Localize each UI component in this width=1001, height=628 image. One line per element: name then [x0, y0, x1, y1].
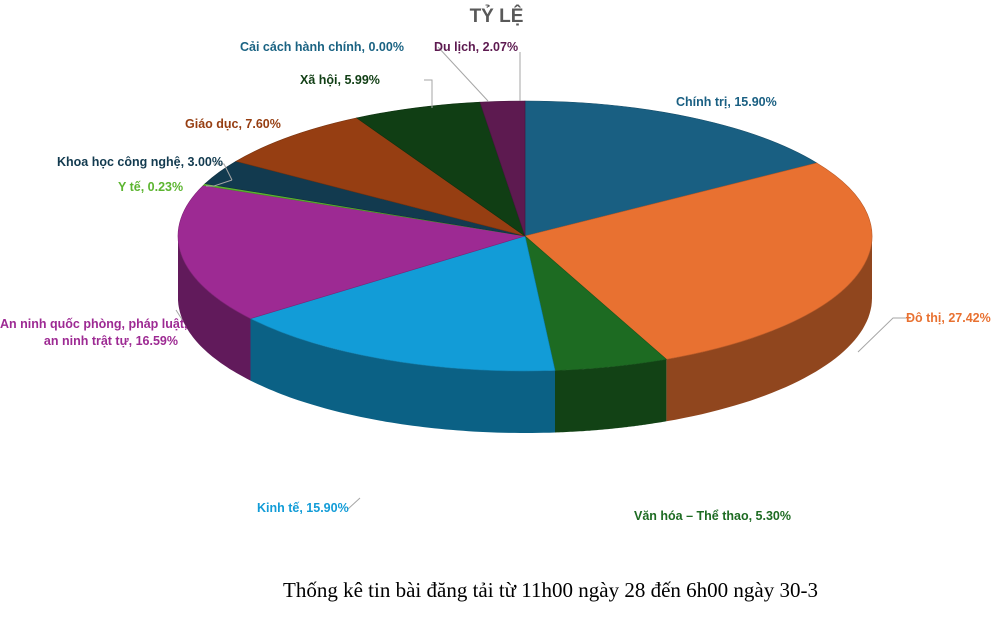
data-label-y-te: Y tế, 0.23%: [118, 180, 184, 194]
chart-caption: Thống kê tin bài đăng tải từ 11h00 ngày …: [283, 578, 818, 602]
slice-side-1: [666, 236, 872, 422]
data-label-an-ninh: An ninh quốc phòng, pháp luật, an ninh t…: [0, 316, 188, 350]
leader-line-3: [213, 163, 233, 181]
slice-10[interactable]: [479, 100, 526, 237]
data-label-van-hoa: Văn hóa – Thể thao, 5.30%: [634, 509, 791, 523]
leader-line-4: [206, 179, 233, 187]
leader-line-0: [437, 46, 489, 102]
data-label-kinh-te: Kinh tế, 15.90%: [257, 501, 349, 515]
label-line: An ninh quốc phòng, pháp luật,: [0, 317, 188, 331]
slice-3[interactable]: [249, 235, 556, 372]
data-label-xa-hoi: Xã hội, 5.99%: [300, 73, 380, 87]
chart-title: TỶ LỆ: [469, 6, 524, 27]
slice-0[interactable]: [524, 100, 818, 237]
slice-side-2: [555, 359, 667, 433]
slice-1[interactable]: [524, 162, 873, 360]
data-label-do-thi: Đô thị, 27.42%: [906, 311, 991, 325]
slice-8[interactable]: [355, 101, 526, 237]
data-label-giao-duc: Giáo dục, 7.60%: [185, 117, 281, 131]
slice-7[interactable]: [235, 117, 526, 237]
data-label-chinh-tri: Chính trị, 15.90%: [676, 95, 777, 109]
slice-side-3: [250, 318, 555, 433]
leader-line-7: [175, 309, 184, 322]
data-label-khoa-hoc: Khoa học công nghệ, 3.00%: [57, 155, 223, 169]
slice-4[interactable]: [177, 185, 526, 319]
data-label-du-lich: Du lịch, 2.07%: [434, 40, 519, 54]
leader-line-6: [347, 497, 361, 510]
leader-line-2: [424, 79, 433, 108]
slice-side-4: [178, 238, 251, 381]
leader-line-5: [857, 317, 906, 353]
data-label-cai-cach: Cải cách hành chính, 0.00%: [240, 40, 404, 54]
label-line: an ninh trật tự, 16.59%: [43, 334, 178, 348]
